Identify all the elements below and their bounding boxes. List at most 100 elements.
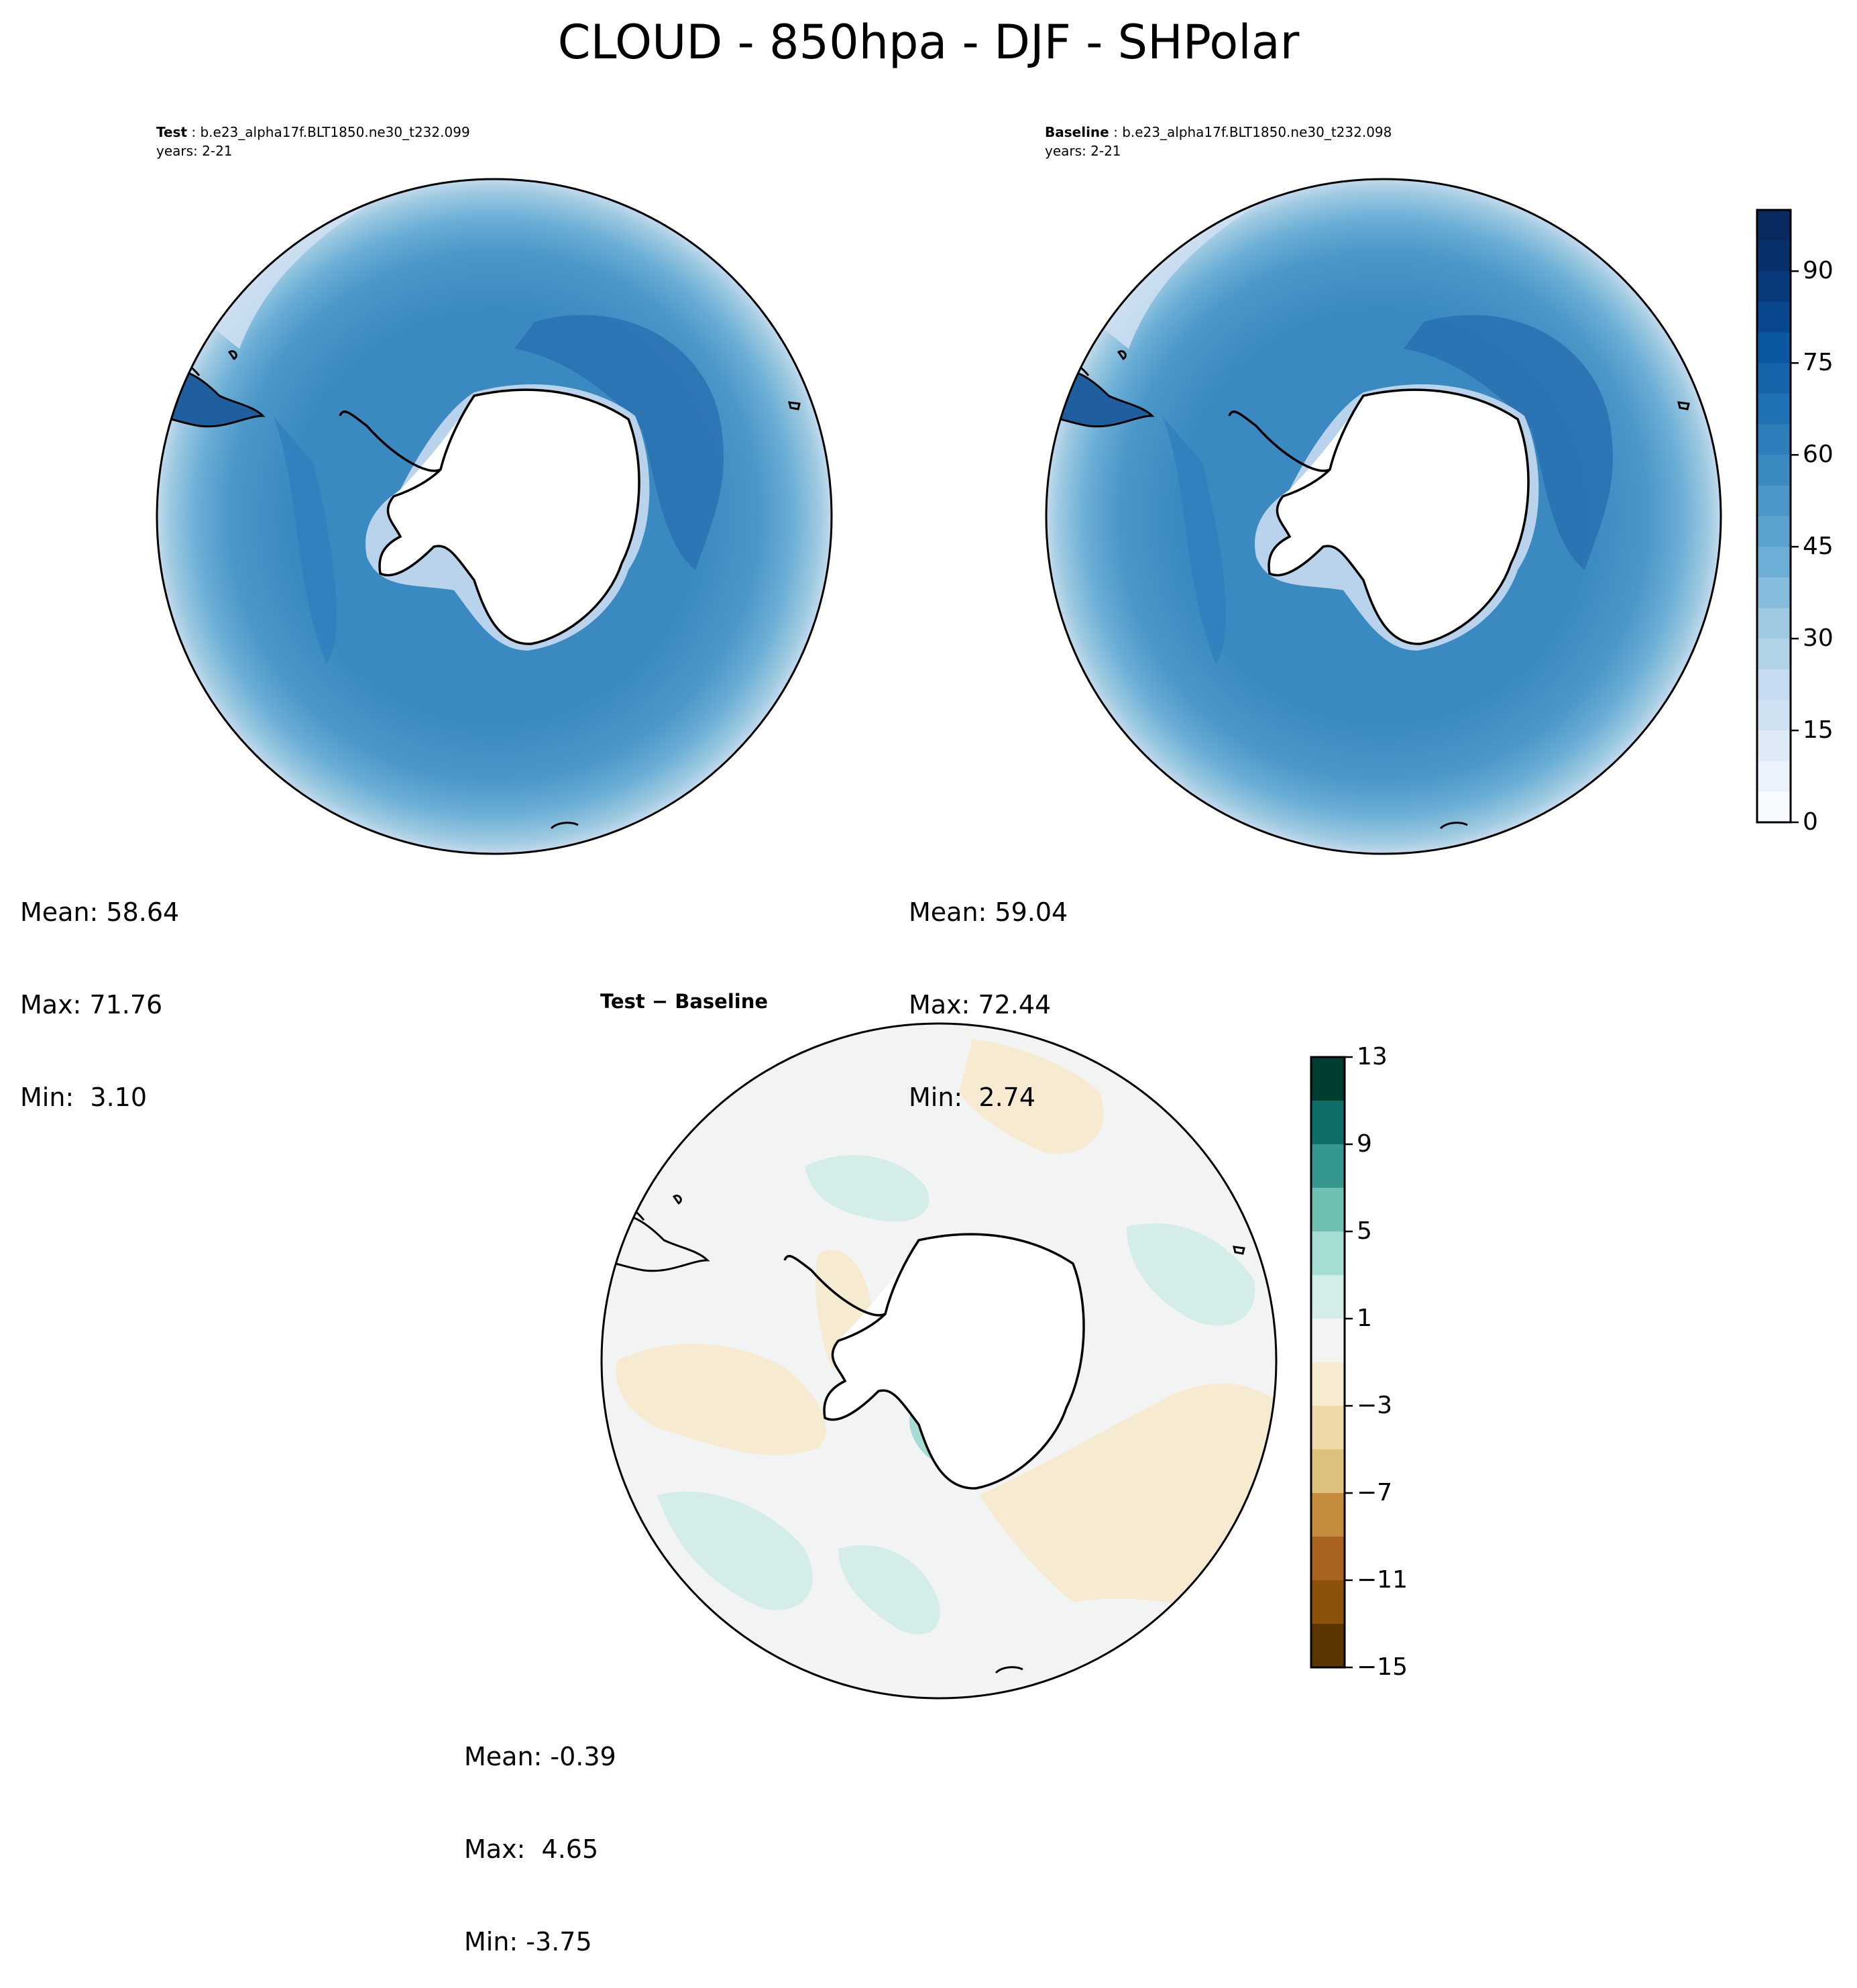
baseline-stat-min: Min: 2.74 xyxy=(909,1083,1035,1112)
diff-map xyxy=(600,1022,1278,1700)
cloud-colorbar-segment xyxy=(1757,424,1791,455)
test-peninsula-outline xyxy=(339,410,441,472)
cloud-colorbar-segment xyxy=(1757,240,1791,272)
cloud-colorbar-segment xyxy=(1757,791,1791,823)
diff-neg-region-w xyxy=(616,1343,826,1455)
diff-colorbar-segment xyxy=(1311,1624,1345,1668)
diff-colorbar-tick-label: 13 xyxy=(1357,1043,1388,1070)
figure-title: CLOUD - 850hpa - DJF - SHPolar xyxy=(557,15,1300,70)
baseline-panel-label: Baseline xyxy=(1045,124,1109,140)
cloud-colorbar-tick-label: 0 xyxy=(1803,808,1818,836)
cloud-colorbar-segment xyxy=(1757,639,1791,670)
cloud-colorbar xyxy=(1756,209,1799,824)
diff-colorbar-segment xyxy=(1311,1580,1345,1624)
cloud-colorbar-segment xyxy=(1757,271,1791,302)
diff-colorbar-segment xyxy=(1311,1188,1345,1232)
baseline-antarctic-outline xyxy=(1268,388,1530,645)
test-map-border xyxy=(156,178,833,855)
test-panel-label: Test xyxy=(156,124,188,140)
diff-colorbar-segment xyxy=(1311,1057,1345,1101)
diff-colorbar xyxy=(1310,1056,1353,1669)
diff-colorbar-segment xyxy=(1311,1362,1345,1406)
test-stats: Mean: 58.64 Max: 71.76 Min: 3.10 xyxy=(20,835,179,1144)
diff-neg-region-n xyxy=(959,1039,1104,1154)
baseline-band-sw xyxy=(1162,416,1226,664)
baseline-stats: Mean: 59.04 Max: 72.44 Min: 2.74 xyxy=(909,835,1068,1144)
diff-colorbar-tick-label: −11 xyxy=(1357,1566,1408,1594)
diff-colorbar-segment xyxy=(1311,1537,1345,1581)
cloud-colorbar-segment xyxy=(1757,669,1791,700)
test-stat-max: Max: 71.76 xyxy=(20,990,163,1019)
cloud-colorbar-segment xyxy=(1757,455,1791,486)
diff-stat-mean: Mean: -0.39 xyxy=(464,1742,616,1771)
diff-colorbar-segment xyxy=(1311,1493,1345,1537)
cloud-colorbar-segment xyxy=(1757,301,1791,333)
baseline-map xyxy=(1045,178,1722,855)
test-map xyxy=(156,178,833,855)
diff-antarctic-outline xyxy=(823,1233,1085,1490)
diff-colorbar-tick-label: 1 xyxy=(1357,1305,1372,1332)
baseline-panel-header: Baseline : b.e23_alpha17f.BLT1850.ne30_t… xyxy=(1045,123,1392,141)
diff-neg-region-se xyxy=(979,1383,1276,1629)
test-stat-min: Min: 3.10 xyxy=(20,1083,147,1112)
diff-colorbar-tick-label: 5 xyxy=(1357,1217,1372,1245)
cloud-colorbar-tick-label: 30 xyxy=(1803,624,1834,653)
test-nz xyxy=(550,822,579,830)
diff-stat-min: Min: -3.75 xyxy=(464,1927,592,1956)
diff-colorbar-tick-label: −7 xyxy=(1357,1479,1393,1506)
diff-colorbar-segment xyxy=(1311,1101,1345,1145)
diff-stats: Mean: -0.39 Max: 4.65 Min: -3.75 xyxy=(464,1679,616,1988)
diff-colorbar-tick-label: −15 xyxy=(1357,1653,1408,1681)
diff-island-east xyxy=(1233,1246,1245,1255)
cloud-colorbar-segment xyxy=(1757,608,1791,639)
baseline-nz xyxy=(1439,822,1468,830)
cloud-colorbar-segment xyxy=(1757,485,1791,517)
cloud-colorbar-segment xyxy=(1757,547,1791,578)
cloud-colorbar-tick-label: 90 xyxy=(1803,257,1834,285)
cloud-colorbar-segment xyxy=(1757,363,1791,394)
diff-colorbar-segment xyxy=(1311,1231,1345,1276)
cloud-colorbar-segment xyxy=(1757,761,1791,792)
baseline-island-falkland xyxy=(1117,350,1127,361)
baseline-island-east xyxy=(1677,401,1690,410)
test-stat-mean: Mean: 58.64 xyxy=(20,897,180,927)
diff-pos-region-sw xyxy=(657,1491,813,1610)
diff-pos-region-ne xyxy=(1127,1223,1255,1326)
diff-colorbar-segment xyxy=(1311,1406,1345,1450)
test-island-east xyxy=(788,401,801,410)
test-max-band xyxy=(514,315,724,570)
baseline-stat-mean: Mean: 59.04 xyxy=(909,897,1068,927)
diff-south-america xyxy=(602,1213,710,1272)
diff-stat-max: Max: 4.65 xyxy=(464,1834,599,1864)
test-panel-years: years: 2-21 xyxy=(156,143,233,159)
diff-colorbar-segment xyxy=(1311,1319,1345,1363)
test-panel-header: Test : b.e23_alpha17f.BLT1850.ne30_t232.… xyxy=(156,123,470,141)
test-band-sw xyxy=(273,416,337,664)
diff-map-border xyxy=(600,1022,1278,1700)
test-island-falkland xyxy=(227,350,237,361)
diff-nz xyxy=(995,1666,1023,1674)
baseline-map-border xyxy=(1045,178,1722,855)
diff-peninsula-outline xyxy=(783,1255,886,1317)
cloud-colorbar-segment xyxy=(1757,210,1791,241)
diff-colorbar-segment xyxy=(1311,1275,1345,1319)
test-antarctic-outline xyxy=(378,388,640,645)
diff-panel-label: Test − Baseline xyxy=(600,990,769,1013)
cloud-colorbar-tick-label: 75 xyxy=(1803,349,1834,377)
cloud-colorbar-segment xyxy=(1757,700,1791,731)
cloud-colorbar-segment xyxy=(1757,332,1791,364)
diff-island-falkland xyxy=(672,1195,682,1205)
baseline-peninsula-outline xyxy=(1228,410,1331,472)
cloud-colorbar-border xyxy=(1756,209,1792,824)
cloud-colorbar-segment xyxy=(1757,516,1791,547)
diff-colorbar-border xyxy=(1310,1056,1346,1669)
cloud-colorbar-segment xyxy=(1757,730,1791,762)
baseline-panel-case: : b.e23_alpha17f.BLT1850.ne30_t232.098 xyxy=(1109,124,1392,140)
diff-colorbar-tick-label: 9 xyxy=(1357,1130,1372,1158)
baseline-max-band xyxy=(1404,315,1613,570)
diff-colorbar-tick-label: −3 xyxy=(1357,1392,1393,1419)
cloud-colorbar-tick-label: 45 xyxy=(1803,533,1834,561)
diff-colorbar-segment xyxy=(1311,1449,1345,1494)
baseline-panel-years: years: 2-21 xyxy=(1045,143,1121,159)
baseline-stat-max: Max: 72.44 xyxy=(909,990,1052,1019)
